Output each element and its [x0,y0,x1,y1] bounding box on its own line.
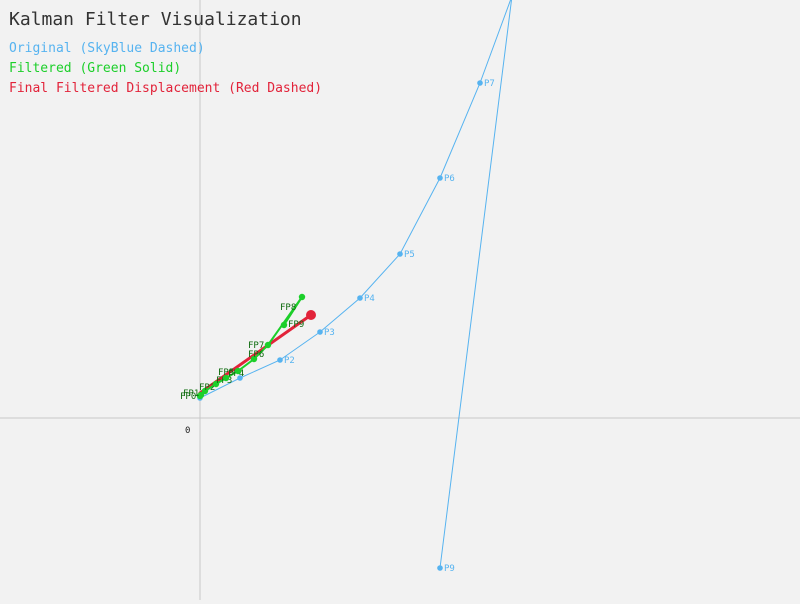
original-series-line [199,0,513,569]
filtered-point [280,321,288,329]
original-point [437,175,443,181]
original-point [437,565,443,571]
series-original: P2 P3 P4 P5 P6 P7 P9 [197,0,513,574]
final-displacement-line [198,313,313,395]
original-point-label: P6 [444,174,455,184]
origin-label: 0 [185,426,190,436]
filtered-point [298,293,306,301]
filtered-point [222,374,230,382]
filtered-point-label: FP4 [228,369,244,379]
filtered-point [234,367,242,375]
legend-final-displacement: Final Filtered Displacement (Red Dashed) [9,81,322,96]
filtered-point [201,387,209,395]
original-point [477,80,483,86]
original-point [397,251,403,257]
original-point [277,357,283,363]
original-point-label: P5 [404,250,415,260]
original-point [317,329,323,335]
original-point [237,375,243,381]
filtered-point [264,341,272,349]
final-displacement-endpoint [306,310,316,320]
filtered-point [197,391,205,399]
series-final-displacement [198,310,316,395]
original-point [357,295,363,301]
filtered-point-label: FP6 [248,350,264,360]
original-point-label: P7 [484,79,495,89]
legend-filtered: Filtered (Green Solid) [9,61,181,76]
original-point-label: P4 [364,294,375,304]
filtered-point-label: FP3 [216,376,232,386]
chart-title: Kalman Filter Visualization [9,9,302,30]
filtered-point-label: FP9 [288,320,304,330]
filtered-point-label: FP5 [218,368,234,378]
filtered-point-label: FP8 [280,303,296,313]
filtered-point-label: FP2 [199,383,215,393]
filtered-point [250,355,258,363]
original-point-label: P2 [284,356,295,366]
filtered-point-label: FP0 [180,392,196,402]
legend-original: Original (SkyBlue Dashed) [9,41,205,56]
original-point-label: P9 [444,564,455,574]
original-point-label: P3 [324,328,335,338]
filtered-point-label: FP7 [248,341,264,351]
filtered-point-label: FP1 [183,389,199,399]
filtered-point [212,380,220,388]
